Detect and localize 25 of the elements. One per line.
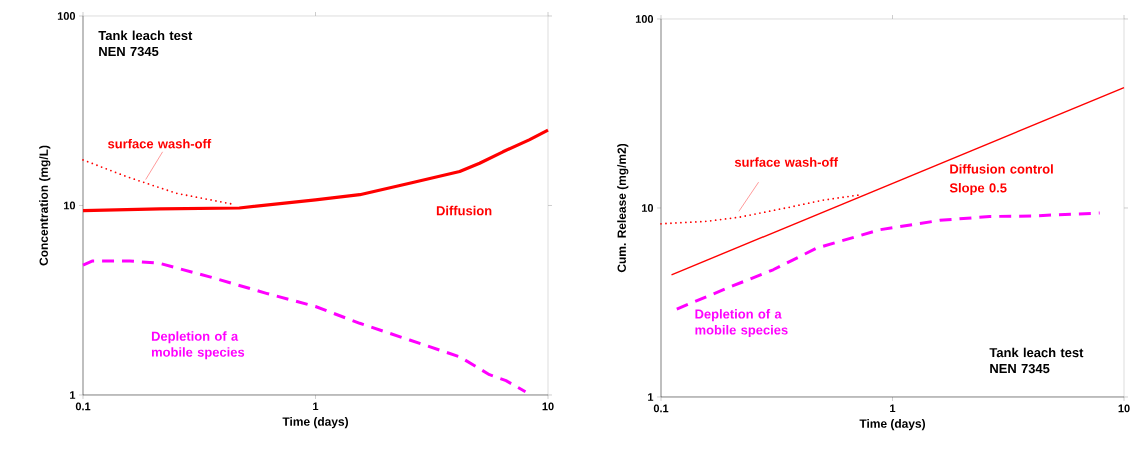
y-tick-label: 100 [57, 12, 76, 20]
x-tick-label: 0.1 [653, 404, 669, 413]
series-label: Depletion of a mobile species [695, 309, 788, 338]
annotation: Slope 0.5 [949, 182, 1007, 196]
x-tick-label: 1 [890, 404, 896, 413]
y-tick-label: 10 [642, 204, 654, 212]
x-tick-label: 10 [1118, 404, 1130, 413]
x-axis-title: Time (days) [859, 419, 926, 431]
x-tick-label: 1 [313, 402, 319, 411]
annotation: Tank leach test NEN 7345 [989, 347, 1084, 374]
y-axis-title: Concentration (mg/L) [39, 145, 51, 266]
y-tick-label: 100 [635, 15, 654, 23]
y-axis-title: Cum. Release (mg/m2) [617, 143, 629, 273]
y-tick-label: 10 [64, 201, 76, 210]
y-tick-label: 1 [648, 393, 654, 401]
y-tick-label: 1 [70, 391, 76, 399]
x-axis-title: Time (days) [282, 417, 349, 429]
x-tick-label: 0.1 [75, 402, 91, 411]
series-label: Diffusion control [950, 164, 1053, 174]
series-label: surface wash-off [107, 138, 212, 149]
text: surface wash-off [734, 157, 839, 167]
text: Depletion of a mobile species [151, 331, 245, 360]
x-tick-label: 10 [542, 402, 554, 411]
text: Diffusion [436, 205, 492, 216]
annotation: Tank leach test NEN 7345 [98, 30, 193, 57]
